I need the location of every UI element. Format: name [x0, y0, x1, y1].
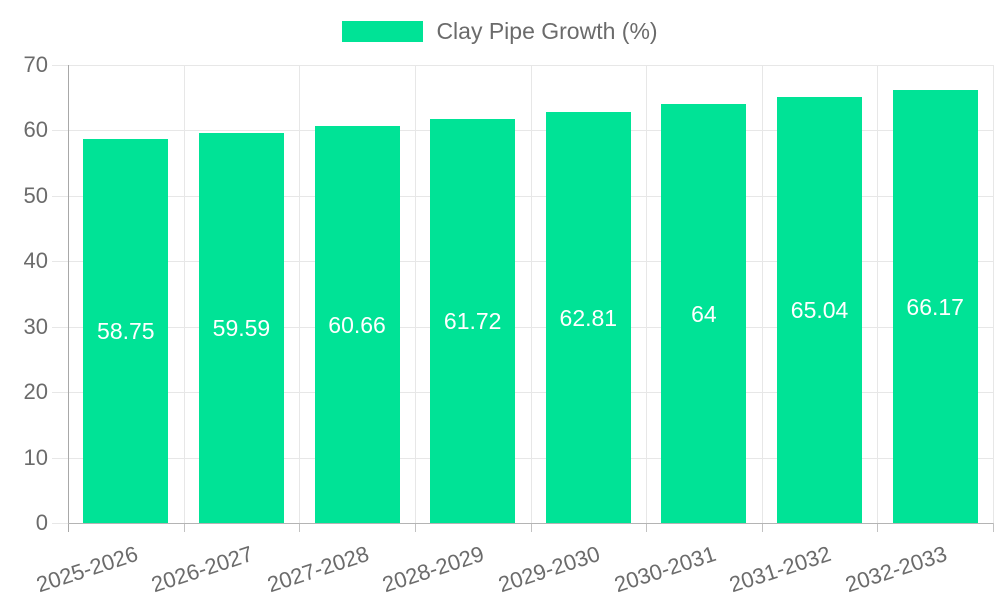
y-gridline [52, 195, 993, 197]
bar[interactable] [430, 119, 516, 523]
x-axis-category-label: 2030-2031 [610, 541, 719, 598]
y-axis-tick-label: 50 [23, 182, 48, 208]
bar-value-label: 60.66 [328, 311, 386, 338]
bar[interactable] [892, 90, 978, 523]
x-axis-line [68, 523, 993, 524]
x-gridline [530, 65, 532, 523]
y-gridline [52, 457, 993, 459]
x-axis-tick [877, 523, 879, 532]
bar-value-label: 62.81 [559, 304, 618, 331]
x-axis-tick [993, 523, 994, 532]
x-gridline [183, 65, 185, 523]
bar[interactable] [83, 138, 169, 523]
x-gridline [414, 65, 416, 523]
bar-value-label: 58.75 [97, 317, 155, 344]
x-axis-category-label: 2032-2033 [842, 541, 950, 598]
x-axis-category-label: 2026-2027 [148, 541, 257, 598]
x-gridline [299, 65, 301, 523]
y-axis-tick-label: 0 [35, 510, 48, 535]
x-axis-tick [761, 523, 763, 532]
y-axis-line [68, 65, 69, 532]
x-axis-category-label: 2031-2032 [726, 541, 835, 598]
bar[interactable] [198, 133, 284, 523]
bar-value-label: 59.59 [212, 315, 271, 342]
y-axis-tick-label: 10 [23, 444, 48, 470]
x-gridline [877, 65, 879, 523]
y-gridline [52, 392, 993, 394]
x-axis-category-label: 2028-2029 [379, 541, 488, 598]
x-axis-category-label: 2025-2026 [32, 541, 141, 598]
x-axis-tick [530, 523, 532, 532]
x-gridline [993, 65, 994, 523]
y-gridline [52, 130, 993, 132]
legend-label: Clay Pipe Growth (%) [436, 18, 658, 44]
x-gridline [646, 65, 648, 523]
bar-value-label: 61.72 [443, 308, 502, 335]
x-axis-category-label: 2029-2030 [495, 541, 604, 598]
bar[interactable] [545, 112, 631, 523]
y-gridline [52, 65, 993, 66]
y-axis-tick-label: 20 [23, 379, 48, 405]
bar-value-label: 66.17 [906, 293, 964, 320]
x-axis-tick [299, 523, 301, 532]
y-axis-tick-label: 70 [23, 52, 48, 77]
x-axis-category-label: 2027-2028 [263, 541, 372, 598]
y-axis-tick-label: 40 [23, 248, 48, 274]
legend-marker[interactable] [342, 21, 424, 42]
bar-value-label: 64 [691, 300, 717, 327]
y-gridline [52, 261, 993, 263]
bar[interactable] [777, 97, 863, 523]
legend-item[interactable]: Clay Pipe Growth (%) [0, 18, 1000, 45]
bar[interactable] [314, 126, 400, 523]
x-axis-tick [646, 523, 648, 532]
bar[interactable] [661, 104, 747, 523]
y-gridline [52, 326, 993, 328]
bar-value-label: 65.04 [790, 297, 849, 324]
y-axis-tick-label: 30 [23, 313, 48, 339]
x-axis-tick [183, 523, 185, 532]
y-axis-tick-label: 60 [23, 117, 48, 143]
x-gridline [761, 65, 763, 523]
x-axis-tick [414, 523, 416, 532]
